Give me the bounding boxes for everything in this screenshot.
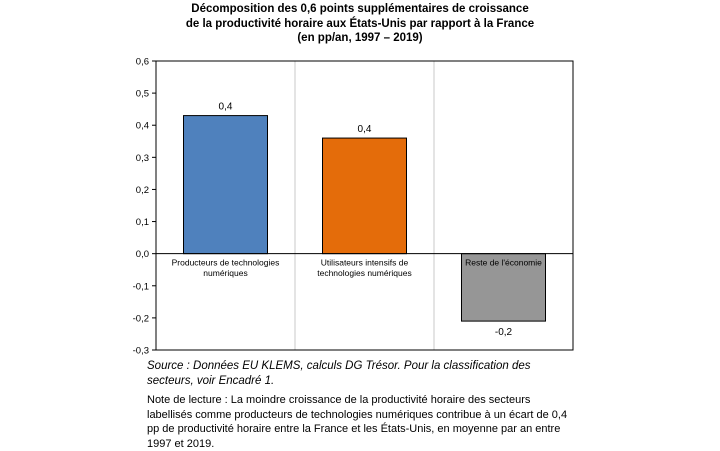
chart-title-line: (en pp/an, 1997 – 2019) [297, 32, 423, 44]
y-tick-label: -0,3 [133, 346, 149, 357]
data-label: 0,4 [358, 124, 372, 135]
bar [322, 137, 407, 255]
category-label: Utilisateurs intensifs de [321, 258, 409, 268]
bar-chart: 0,4 0,4 -0,2 Producteurs de technologiesnum… [133, 57, 574, 357]
y-tick-label: -0,2 [133, 313, 149, 324]
source-note: Source : Données EU KLEMS, calculs DG Tr… [147, 360, 531, 387]
chart-title: Décomposition des 0,6 points supplémenta… [0, 2, 720, 46]
reading-note: Note de lecture : La moindre croissance … [147, 394, 568, 450]
chart-title-line: de la productivité horaire aux États-Uni… [185, 17, 535, 30]
y-tick-label: 0,2 [136, 185, 149, 196]
y-tick-label: 0,1 [136, 217, 149, 228]
data-label: 0,4 [219, 102, 233, 113]
data-label: -0,2 [495, 327, 513, 338]
category-label: technologies numériques [317, 268, 412, 278]
plot-border [155, 60, 574, 351]
bar [183, 115, 268, 255]
y-tick-label: 0,5 [136, 89, 149, 100]
category-label: Reste de l'économie [465, 258, 542, 268]
chart-title-line: Décomposition des 0,6 points supplémenta… [191, 3, 529, 15]
category-label: Producteurs de technologies [172, 258, 280, 268]
y-tick-label: 0,3 [136, 153, 149, 164]
y-tick-label: -0,1 [133, 281, 149, 292]
y-tick-label: 0,0 [136, 249, 149, 260]
category-label: numériques [203, 268, 247, 278]
y-tick-label: 0,6 [136, 57, 149, 68]
y-tick-label: 0,4 [136, 121, 149, 132]
